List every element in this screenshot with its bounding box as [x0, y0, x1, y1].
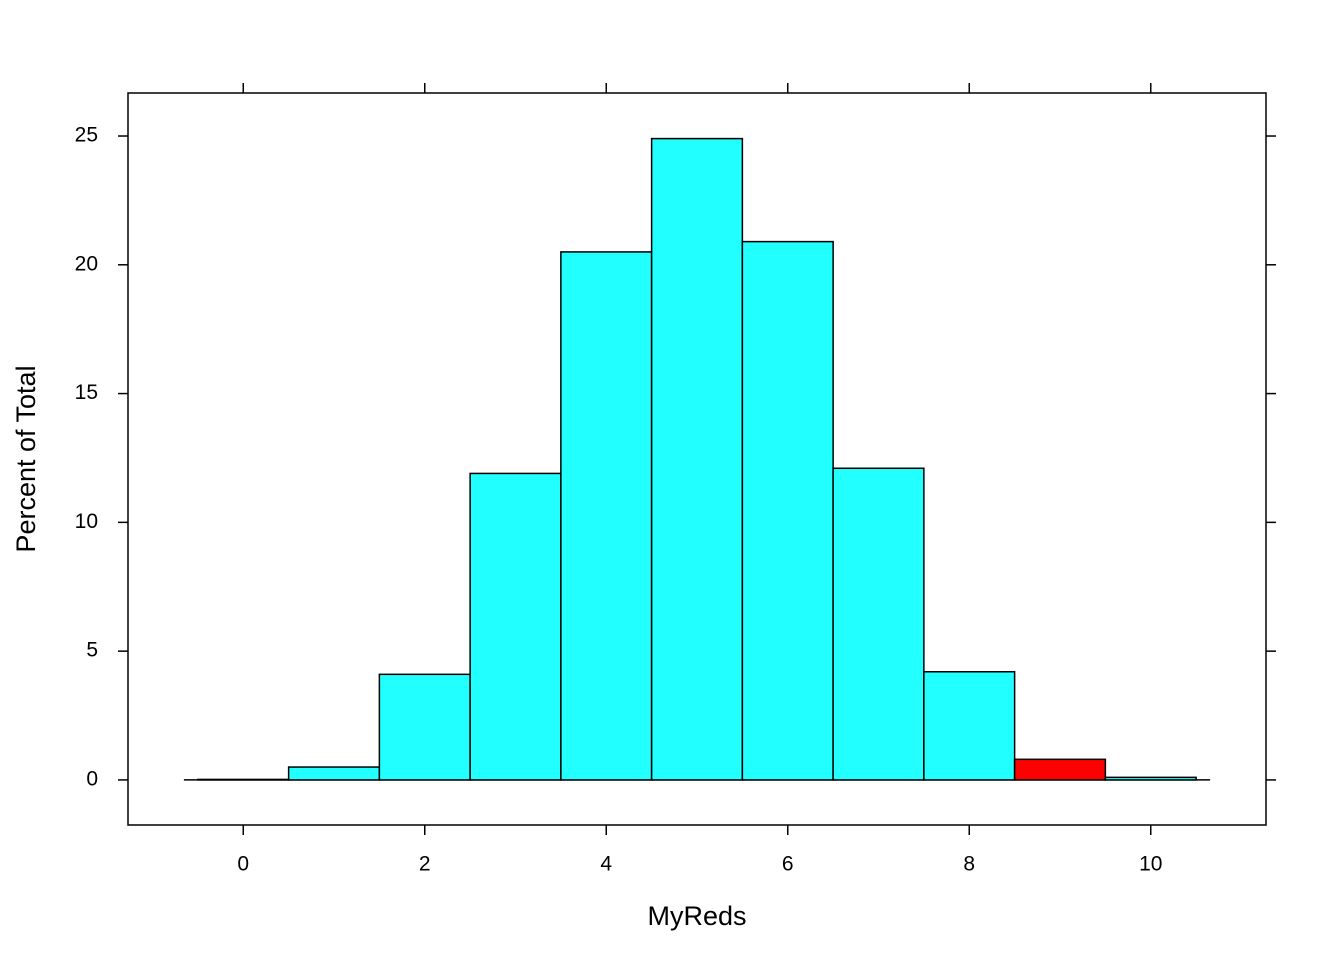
- bar: [197, 778, 290, 781]
- y-tick-label: 10: [75, 510, 98, 533]
- bar: [650, 137, 744, 781]
- x-tick-label: 2: [419, 853, 431, 876]
- x-tick-label: 4: [600, 853, 612, 876]
- bar: [1013, 758, 1107, 781]
- x-tick-label: 0: [237, 853, 249, 876]
- bar: [287, 766, 381, 781]
- bar: [469, 472, 562, 781]
- bar: [923, 670, 1016, 781]
- y-tick-label: 5: [86, 639, 98, 662]
- bar: [378, 673, 471, 781]
- x-tick-label: 10: [1139, 853, 1162, 876]
- bar: [741, 240, 834, 781]
- bar: [560, 251, 653, 781]
- panel-frame: [127, 92, 1267, 826]
- y-tick-label: 25: [75, 124, 98, 147]
- x-axis-label: MyReds: [647, 901, 746, 931]
- y-tick-label: 20: [75, 252, 98, 275]
- y-tick-label: 0: [86, 767, 98, 790]
- x-tick-label: 6: [782, 853, 794, 876]
- y-axis-label: Percent of Total: [11, 365, 41, 552]
- bar: [832, 467, 925, 781]
- x-tick-label: 8: [963, 853, 975, 876]
- y-tick-label: 15: [75, 381, 98, 404]
- bar: [1104, 776, 1197, 781]
